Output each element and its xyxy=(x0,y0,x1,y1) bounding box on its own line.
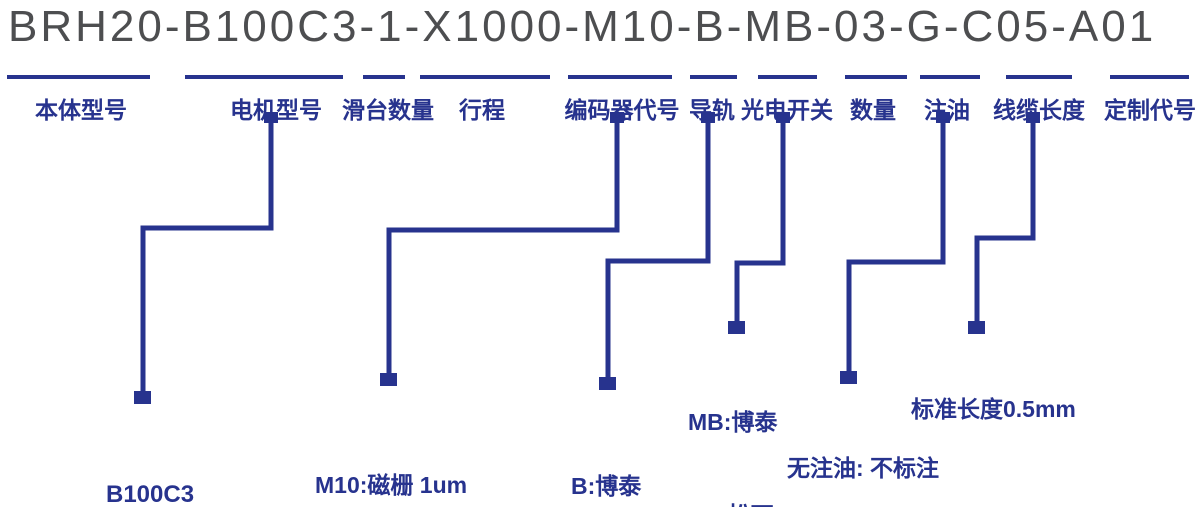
encoder-code-connector xyxy=(386,118,620,378)
label-motor-model: 电机型号 xyxy=(230,97,322,123)
guide-rail-start-square xyxy=(701,112,715,123)
option-item: M10:磁栅 1um xyxy=(315,472,468,498)
label-encoder-code: 编码器代号 xyxy=(564,97,680,123)
oil-end-square xyxy=(840,371,857,384)
cable-length-start-square xyxy=(1026,112,1040,123)
underline-guide-rail xyxy=(690,75,737,79)
option-item: MB:博泰 xyxy=(688,409,778,435)
underline-oil xyxy=(920,75,980,79)
guide-rail-options: B:博泰 H:上银 T:THK xyxy=(571,401,641,507)
encoder-code-end-square xyxy=(380,373,397,386)
photo-switch-start-square xyxy=(776,112,790,123)
underline-quantity xyxy=(845,75,907,79)
motor-model-end-square xyxy=(134,391,151,404)
option-item: PC:松下 xyxy=(688,500,777,507)
model-number-title: BRH20-B100C3-1-X1000-M10-B-MB-03-G-C05-A… xyxy=(8,2,1157,51)
guide-rail-connector xyxy=(605,118,711,382)
photo-switch-options: MB:博泰 PC:松下 xyxy=(688,345,777,507)
underline-stroke xyxy=(420,75,550,79)
label-custom-code: 定制代号 xyxy=(1104,97,1196,123)
label-quantity: 数量 xyxy=(850,97,896,123)
label-slider-qty: 滑台数量 xyxy=(342,97,434,123)
photo-switch-end-square xyxy=(728,321,745,334)
underline-motor-model xyxy=(185,75,343,79)
underline-encoder-code xyxy=(568,75,672,79)
motor-model-connector xyxy=(140,118,274,396)
label-cable-length: 线缆长度 xyxy=(993,97,1085,123)
cable-length-options: 标准长度0.5mm xyxy=(911,336,1076,478)
option-item: B100C3 xyxy=(106,481,195,507)
underline-photo-switch xyxy=(758,75,817,79)
cable-length-end-square xyxy=(968,321,985,334)
underline-custom-code xyxy=(1110,75,1189,79)
label-stroke: 行程 xyxy=(459,97,505,123)
motor-model-start-square xyxy=(264,112,278,123)
cable-length-connector xyxy=(974,118,1036,326)
label-photo-switch: 光电开关 xyxy=(741,97,833,123)
motor-model-options: B100C3 B100C4 B100C6 xyxy=(106,412,194,507)
label-oil: 注油 xyxy=(924,97,970,123)
oil-connector xyxy=(846,118,946,376)
underline-slider-qty xyxy=(363,75,405,79)
encoder-code-options: M10:磁栅 1um G10:光栅 1um G05:光栅 0.5um xyxy=(315,398,485,507)
option-item: 标准长度0.5mm xyxy=(911,396,1076,422)
guide-rail-end-square xyxy=(599,377,616,390)
photo-switch-connector xyxy=(734,118,786,326)
encoder-code-start-square xyxy=(610,112,624,123)
label-body-model: 本体型号 xyxy=(35,97,127,123)
oil-start-square xyxy=(936,112,950,123)
label-guide-rail: 导轨 xyxy=(689,97,735,123)
underline-body-model xyxy=(7,75,150,79)
oil-options: 无注油: 不标注 xyxy=(787,395,939,507)
option-item: 无注油: 不标注 xyxy=(787,455,940,481)
option-item: B:博泰 xyxy=(571,473,642,499)
underline-cable-length xyxy=(1006,75,1072,79)
